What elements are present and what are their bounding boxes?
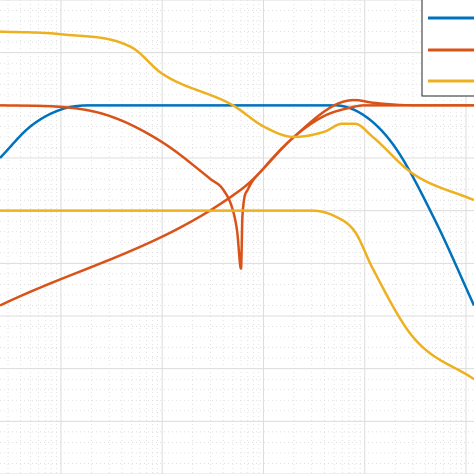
series-line-2 bbox=[0, 104, 474, 270]
legend bbox=[421, 0, 474, 97]
series-line-1 bbox=[0, 104, 474, 306]
series-line-4 bbox=[0, 30, 474, 202]
series-layer bbox=[0, 30, 474, 381]
series-line-5 bbox=[0, 209, 474, 381]
series-line-3 bbox=[0, 98, 474, 307]
